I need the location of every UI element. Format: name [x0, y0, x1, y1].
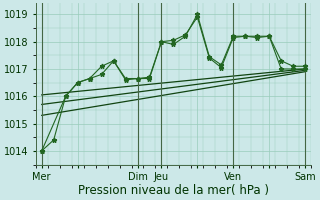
X-axis label: Pression niveau de la mer( hPa ): Pression niveau de la mer( hPa ) — [78, 184, 269, 197]
